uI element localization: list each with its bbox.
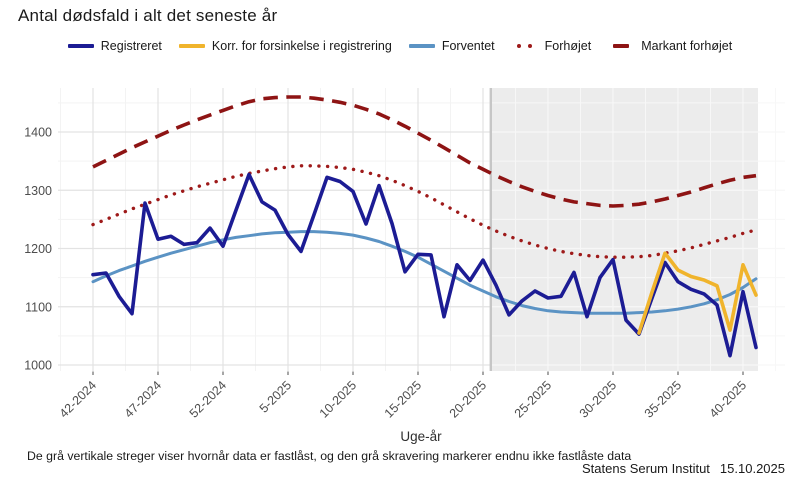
y-tick-label: 1100 — [25, 300, 52, 314]
x-tick-label: 52-2024 — [187, 378, 229, 420]
shaded-unlocked-region — [490, 88, 758, 371]
source-date: 15.10.2025 — [719, 461, 785, 476]
legend-item-0: Registreret — [67, 39, 162, 53]
legend-item-3: Forhøjet — [512, 39, 592, 53]
x-tick-label: 15-2025 — [382, 378, 424, 420]
legend-key-solid-icon — [67, 42, 94, 50]
y-tick-label: 1000 — [24, 359, 52, 373]
legend-label: Forventet — [441, 39, 495, 53]
x-axis-title: Uge-år — [400, 429, 442, 444]
chart-title: Antal dødsfald i alt det seneste år — [18, 6, 278, 25]
legend-key-solid-icon — [178, 42, 205, 50]
legend-key-dotted-icon — [512, 42, 538, 50]
x-tick-labels: 42-2024 47-2024 52-2024 5-2025 10-2025 15-202… — [57, 378, 749, 420]
x-tick-marks — [92, 371, 744, 375]
legend-item-2: Forventet — [408, 39, 495, 53]
x-tick-label: 40-2025 — [707, 378, 749, 420]
legend-label: Registreret — [100, 39, 162, 53]
x-tick-label: 30-2025 — [577, 378, 619, 420]
legend-key-dashed-icon — [608, 42, 634, 50]
footer-note: De grå vertikale streger viser hvornår d… — [27, 449, 632, 463]
x-tick-label: 20-2025 — [447, 378, 489, 420]
legend-label: Korr. for forsinkelse i registrering — [211, 39, 392, 53]
x-tick-label: 25-2025 — [512, 378, 554, 420]
y-tick-labels: 1000 1100 1200 1300 1400 — [24, 126, 52, 373]
y-tick-label: 1200 — [24, 242, 52, 256]
legend-item-4: Markant forhøjet — [608, 39, 732, 53]
x-tick-label: 5-2025 — [257, 378, 294, 415]
x-tick-label: 42-2024 — [57, 378, 99, 420]
chart-legend: Registreret Korr. for forsinkelse i regis… — [0, 39, 800, 53]
y-tick-label: 1400 — [24, 126, 52, 140]
legend-label: Forhøjet — [544, 39, 592, 53]
legend-item-1: Korr. for forsinkelse i registrering — [178, 39, 392, 53]
x-tick-label: 47-2024 — [122, 378, 164, 420]
legend-key-solid-icon — [408, 42, 435, 50]
series-korrigeret — [637, 251, 758, 335]
x-tick-label: 35-2025 — [642, 378, 684, 420]
source-attribution: Statens Serum Institut 15.10.2025 — [582, 461, 785, 476]
x-tick-label: 10-2025 — [317, 378, 359, 420]
series-markant-forhoejet — [92, 95, 757, 208]
legend-label: Markant forhøjet — [641, 39, 733, 53]
y-tick-label: 1300 — [24, 184, 52, 198]
source-name: Statens Serum Institut — [582, 461, 710, 476]
